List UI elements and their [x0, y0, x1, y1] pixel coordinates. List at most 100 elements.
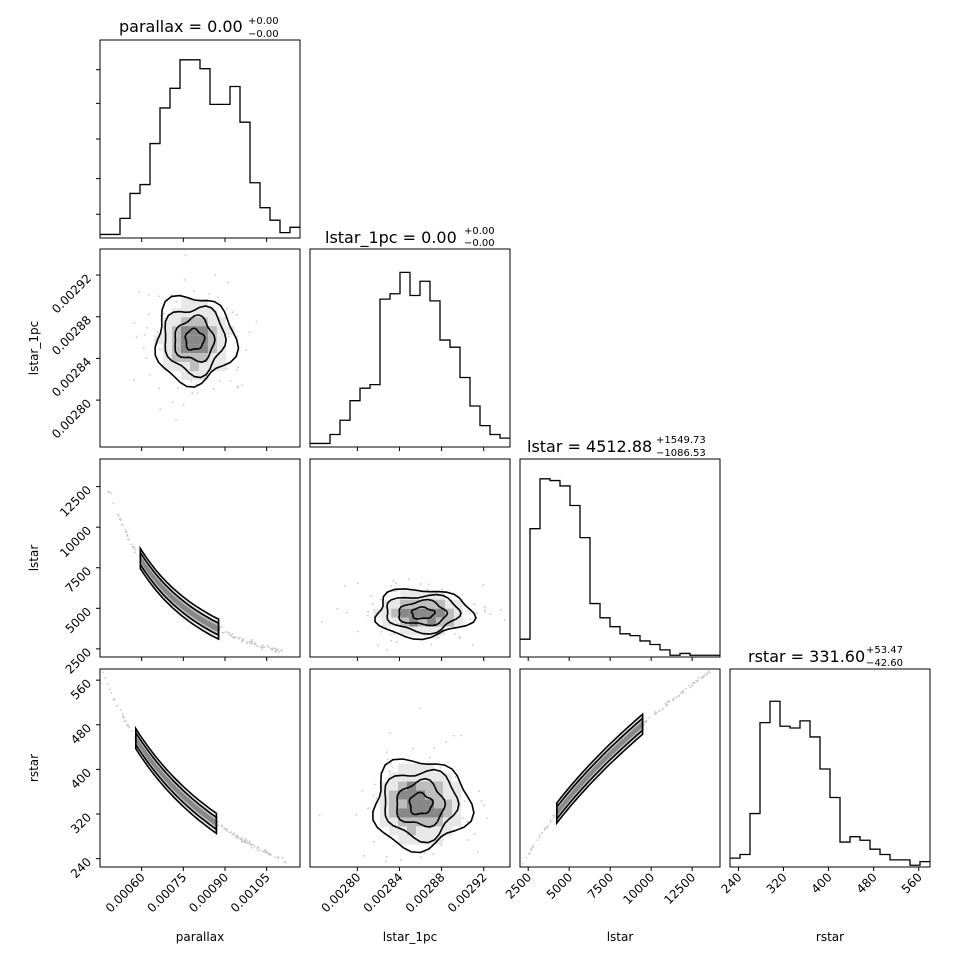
scatter-point [110, 492, 113, 495]
scatter-point [226, 367, 228, 370]
scatter-point [478, 790, 480, 793]
scatter-point [119, 517, 122, 520]
scatter-point [248, 843, 251, 845]
panel-frame [309, 248, 511, 448]
scatter-point [530, 847, 533, 849]
scatter-point [265, 851, 267, 854]
density-cell [189, 362, 199, 372]
density-cell [425, 835, 435, 845]
scatter-point [484, 608, 486, 611]
density-cell [189, 335, 199, 345]
density-cell [416, 826, 426, 836]
scatter-point [388, 732, 391, 735]
scatter-point [221, 825, 223, 828]
contour-line [398, 598, 449, 627]
density-cell [198, 317, 208, 327]
scatter-point [269, 852, 271, 855]
scatter-point [672, 697, 675, 700]
panel-frame [519, 458, 721, 658]
scatter-point [469, 618, 472, 620]
density-cell [445, 608, 455, 618]
density-cell [454, 608, 464, 618]
scatter-point [655, 712, 657, 715]
scatter-point [108, 491, 111, 493]
density-cell [427, 626, 437, 636]
ytick-label: 240 [68, 855, 94, 881]
panel-hist-lstar: lstar = 4512.88 +1549.73 −1086.53 [519, 435, 721, 658]
scatter-point [126, 725, 129, 727]
scatter-point [385, 751, 388, 754]
scatter-point [117, 514, 120, 517]
scatter-point [244, 837, 247, 840]
density-cell [434, 808, 444, 818]
scatter-point [217, 824, 220, 827]
scatter-point [685, 687, 687, 690]
scatter-point [473, 603, 476, 606]
scatter-point [373, 840, 375, 843]
scatter-point [453, 734, 456, 737]
xtick-label: 400 [809, 870, 835, 896]
scatter-point [273, 647, 276, 650]
scatter-point [393, 590, 396, 593]
density-cell [380, 799, 390, 809]
density-cell [389, 799, 399, 809]
xtick-label: 0.00090 [186, 870, 231, 915]
density-cell [434, 772, 444, 782]
panel-hist-rstar: rstar = 331.60 +53.47 −42.60 [729, 645, 931, 868]
scatter-point [240, 838, 243, 841]
scatter-point [682, 691, 685, 694]
scatter-point [124, 528, 127, 531]
scatter-point [240, 837, 243, 839]
density-cell [452, 781, 462, 791]
scatter-point [423, 851, 426, 854]
scatter-point [460, 734, 463, 737]
scatter-point [688, 684, 690, 687]
scatter-point [134, 548, 137, 551]
scatter-point [689, 686, 692, 689]
density-cell [407, 790, 417, 800]
scatter-point [237, 386, 240, 389]
density-cell [189, 317, 199, 327]
density-cell [443, 781, 453, 791]
density-cell [198, 344, 208, 354]
density-cell [452, 817, 462, 827]
density-band [556, 721, 643, 816]
density-cell [416, 763, 426, 773]
scatter-point [131, 545, 134, 548]
density-cell [216, 353, 226, 363]
scatter-point [237, 637, 240, 640]
density-cell [162, 326, 172, 336]
xtick-label: 2500 [503, 870, 534, 901]
contour-line [184, 327, 206, 351]
scatter-point [267, 853, 270, 856]
ytick-label: 7500 [63, 564, 94, 595]
scatter-point [222, 631, 225, 634]
scatter-point [284, 861, 287, 864]
xtick-label: 0.00288 [403, 870, 448, 915]
scatter-point [379, 598, 382, 601]
scatter-point [549, 819, 552, 822]
xtick-label: 5000 [544, 870, 575, 901]
density-cell [389, 790, 399, 800]
density-cell [162, 362, 172, 372]
scatter-point [266, 851, 269, 853]
scatter-point [232, 636, 235, 639]
scatter-point [145, 357, 148, 360]
scatter-point [130, 730, 133, 732]
density-cell [207, 335, 217, 345]
contour-line [396, 777, 447, 828]
scatter-point [256, 645, 258, 648]
panel-parallax-vs-rstar [99, 668, 301, 868]
scatter-point [275, 651, 278, 653]
ytick-label: 0.00288 [49, 313, 94, 358]
scatter-point [251, 844, 254, 846]
xlabel-rstar: rstar [816, 930, 844, 944]
density-cell [382, 617, 392, 627]
scatter-point [482, 584, 485, 586]
title-minus-rstar: −42.60 [866, 658, 903, 669]
density-cell [207, 317, 217, 327]
scatter-point [208, 293, 211, 296]
xtick-label: 0.00284 [361, 870, 406, 915]
ytick-label: 0.00292 [49, 271, 94, 316]
scatter-point [318, 814, 321, 817]
